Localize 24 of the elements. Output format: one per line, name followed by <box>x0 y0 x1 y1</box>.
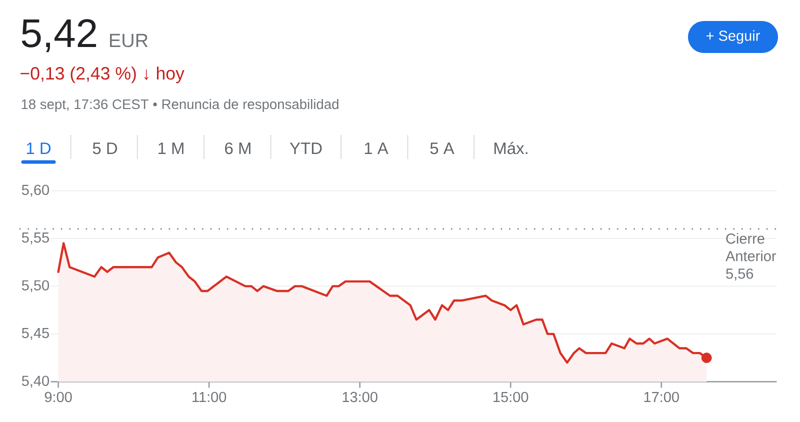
ref-line-label: Cierre Anterior 5,56 <box>726 233 776 280</box>
y-tick-label: 5,45 <box>22 328 49 340</box>
x-tick-label: 15:00 <box>494 392 528 402</box>
text: Máx. <box>494 142 528 154</box>
text: 5 D <box>92 142 118 154</box>
y-tick-label: 5,55 <box>22 232 49 244</box>
text: 18 sept, 17:36 CEST • Renuncia de responsabilidad <box>22 98 338 112</box>
text: 5 A <box>430 142 454 154</box>
x-tick-label: 9:00 <box>44 392 72 402</box>
x-tick-label: 13:00 <box>342 392 378 402</box>
text: YTD <box>290 142 322 154</box>
x-tick-label: 17:00 <box>644 392 679 402</box>
text: + Seguir <box>706 30 760 44</box>
text: 1 D <box>26 142 51 154</box>
text: 1 A <box>364 142 388 154</box>
y-tick-label: 5,40 <box>22 376 49 388</box>
x-tick-label: 11:00 <box>192 392 226 402</box>
text: 1 M <box>158 142 184 154</box>
text: 6 M <box>225 142 250 154</box>
text: EUR <box>110 34 148 48</box>
y-tick-label: 5,50 <box>22 280 49 292</box>
chart-title: 5,42 <box>22 19 96 52</box>
y-tick-label: 5,60 <box>22 184 49 197</box>
chart-subtitle: −0,13 (2,43 %) ↓ hoy <box>20 66 184 84</box>
